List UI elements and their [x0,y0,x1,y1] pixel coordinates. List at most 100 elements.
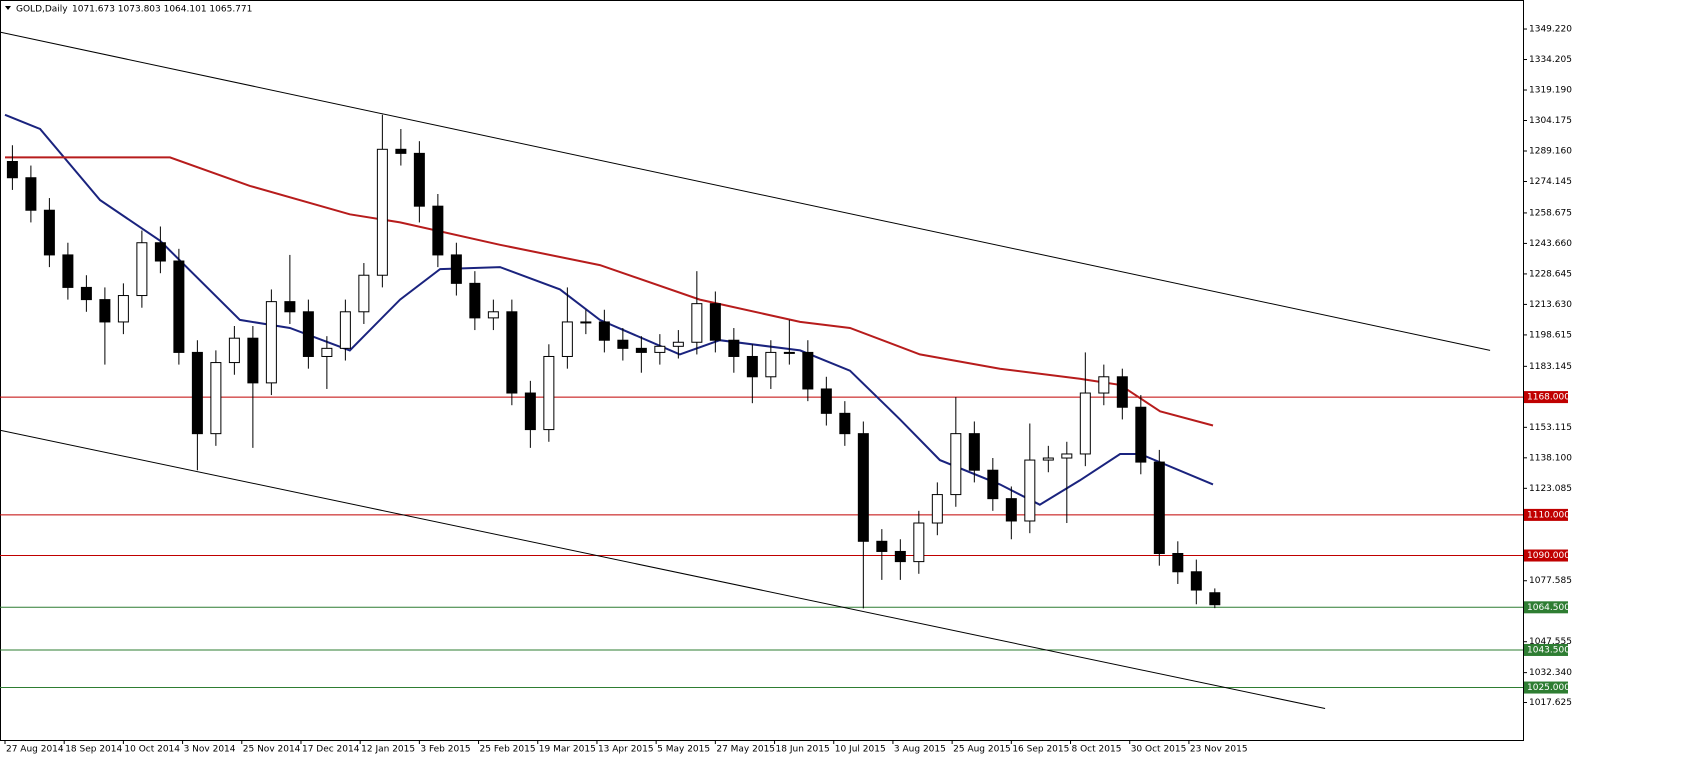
candle-body [432,205,444,256]
candle-body [247,337,259,384]
candle-body [894,550,906,563]
y-tick-label: 1198.615 [1529,330,1572,340]
level-label: 1064.500 [1527,603,1570,613]
x-tick-label: 19 Mar 2015 [539,745,596,755]
y-tick-label: 1077.585 [1529,576,1572,586]
trend-line [0,429,1326,709]
candle-body [321,347,333,357]
candle-body [1172,552,1184,573]
candle-body [598,321,610,341]
candle-body [173,260,185,353]
x-tick-label: 10 Oct 2014 [124,745,180,755]
x-tick-label: 3 Feb 2015 [420,745,470,755]
candle-body [284,301,296,313]
y-tick-label: 1183.145 [1529,362,1572,372]
candle-body [1005,498,1017,522]
candle-body [876,540,888,552]
candle-body [654,345,666,353]
y-tick-label: 1213.630 [1529,300,1572,310]
candle-body [136,242,148,297]
candle-body [524,392,536,431]
level-label: 1168.000 [1527,393,1570,403]
candle-body [802,351,814,390]
candle-body [450,254,462,284]
x-tick-label: 8 Oct 2015 [1072,745,1122,755]
y-tick-label: 1032.340 [1529,668,1572,678]
candle-body [1024,459,1036,522]
candle-body [265,301,277,384]
candle-body [968,433,980,471]
candle-body [80,286,92,301]
candle-body [99,299,111,323]
candle-body [709,303,721,341]
candle-body [487,311,499,319]
candle-body [154,242,166,262]
candle-body [62,254,74,288]
candle-body [1135,406,1147,463]
candle-body [1153,461,1165,554]
candle-body [358,274,370,313]
candle-body [228,337,240,364]
x-tick-label: 3 Aug 2015 [894,745,946,755]
level-box [1524,601,1568,614]
candle-body [746,355,758,378]
x-tick-label: 17 Dec 2014 [302,745,360,755]
candle-body [543,355,555,431]
candle-body [561,321,573,357]
candle-body [672,341,684,347]
candle-body [765,351,777,378]
candle-body [210,362,222,435]
candle-body [302,311,314,357]
level-box [1524,681,1568,694]
level-box [1524,549,1568,562]
y-tick-label: 1123.085 [1529,484,1572,494]
candle-body [413,152,425,207]
candle-body [376,148,388,276]
candle-body [913,522,925,563]
moving-average [4,113,1214,506]
level-box [1524,643,1568,656]
candle-body [950,433,962,496]
candle-body [1098,376,1110,394]
candle-body [1116,376,1128,408]
candle-body [691,303,703,343]
y-tick-label: 1228.645 [1529,269,1572,279]
y-tick-label: 1349.220 [1529,25,1572,35]
y-tick-label: 1304.175 [1529,116,1572,126]
candle-body [820,388,832,414]
y-tick-label: 1243.660 [1529,239,1572,249]
x-tick-label: 30 Oct 2015 [1131,745,1187,755]
plot-frame [0,0,1524,741]
candle-body [6,160,18,179]
x-tick-label: 25 Aug 2015 [953,745,1011,755]
y-tick-label: 1153.115 [1529,423,1572,433]
candle-body [580,321,592,324]
y-tick-label: 1017.625 [1529,698,1572,708]
level-box [1524,391,1568,404]
candle-body [1190,571,1202,591]
x-tick-label: 27 May 2015 [716,745,775,755]
level-box [1524,508,1568,521]
x-tick-label: 3 Nov 2014 [184,745,236,755]
y-tick-label: 1138.100 [1529,453,1572,463]
level-label: 1043.500 [1527,645,1570,655]
candle-body [191,351,203,435]
candle-body [857,433,869,542]
candle-body [635,347,647,353]
y-tick-label: 1334.205 [1529,55,1572,65]
x-tick-label: 27 Aug 2014 [6,745,64,755]
chart-title: GOLD,Daily [16,5,68,15]
x-tick-label: 18 Jun 2015 [776,745,830,755]
y-tick-label: 1047.555 [1529,637,1572,647]
candle-body [987,469,999,500]
candle-body [839,412,851,435]
level-label: 1090.000 [1527,551,1570,561]
candle-body [117,295,129,323]
candle-body [43,209,55,256]
x-tick-label: 25 Nov 2014 [243,745,301,755]
x-tick-label: 12 Jan 2015 [361,745,415,755]
x-tick-label: 16 Sep 2015 [1012,745,1069,755]
candle-body [783,351,795,354]
candle-body [728,339,740,357]
